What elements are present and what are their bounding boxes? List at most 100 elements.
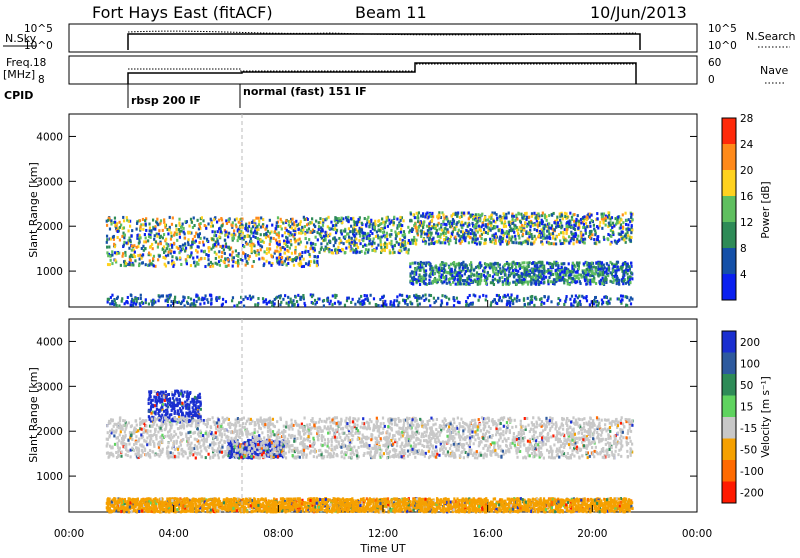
- power-echo-cell: [202, 219, 204, 222]
- power-echo-cell: [195, 294, 197, 297]
- power-echo-cell: [306, 223, 308, 226]
- power-echo-cell: [464, 222, 466, 225]
- power-echo-cell: [218, 260, 220, 263]
- power-echo-cell: [433, 278, 435, 281]
- power-echo-cell: [244, 235, 246, 238]
- power-echo-cell: [475, 238, 477, 241]
- power-echo-cell: [269, 232, 271, 235]
- power-echo-cell: [119, 226, 121, 229]
- power-echo-cell: [425, 297, 427, 300]
- power-echo-cell: [281, 256, 283, 259]
- power-echo-cell: [443, 238, 445, 241]
- power-echo-cell: [559, 219, 561, 222]
- power-echo-cell: [106, 238, 108, 241]
- power-echo-cell: [465, 229, 467, 232]
- power-echo-cell: [589, 283, 591, 286]
- power-echo-cell: [129, 258, 131, 261]
- power-echo-cell: [318, 221, 320, 224]
- velocity-echo-cell: [173, 407, 175, 410]
- power-echo-cell: [492, 238, 494, 241]
- velocity-echo-cell: [148, 410, 150, 413]
- power-echo-cell: [233, 256, 235, 259]
- power-echo-cell: [130, 293, 132, 296]
- power-echo-cell: [338, 219, 340, 222]
- power-echo-cell: [462, 279, 464, 282]
- power-echo-cell: [550, 227, 552, 230]
- power-echo-cell: [210, 303, 212, 306]
- power-echo-cell: [409, 262, 411, 265]
- power-echo-cell: [236, 304, 238, 307]
- velocity-echo-cell: [168, 416, 170, 419]
- power-echo-cell: [418, 211, 420, 214]
- power-echo-cell: [348, 242, 350, 245]
- power-echo-cell: [211, 221, 213, 224]
- power-echo-cell: [293, 264, 295, 267]
- power-echo-cell: [572, 277, 574, 280]
- power-echo-cell: [540, 303, 542, 306]
- power-echo-cell: [630, 262, 632, 265]
- power-echo-cell: [334, 216, 336, 219]
- power-echo-cell: [483, 270, 485, 273]
- power-echo-cell: [494, 262, 496, 265]
- power-echo-cell: [170, 304, 172, 307]
- power-echo-cell: [617, 261, 619, 264]
- velocity-echo-cell: [211, 416, 213, 419]
- power-echo-cell: [616, 221, 618, 224]
- power-echo-cell: [386, 246, 388, 249]
- velocity-echo-cell: [167, 405, 169, 408]
- power-echo-cell: [187, 243, 189, 246]
- power-echo-cell: [157, 258, 159, 261]
- velocity-echo-cell: [306, 424, 308, 427]
- power-echo-cell: [257, 303, 259, 306]
- power-echo-cell: [586, 225, 588, 228]
- power-echo-cell: [483, 228, 485, 231]
- velocity-echo-cell: [591, 446, 593, 449]
- power-echo-cell: [420, 229, 422, 232]
- power-echo-cell: [166, 295, 168, 298]
- power-echo-cell: [233, 305, 235, 308]
- power-echo-cell: [219, 264, 221, 267]
- power-echo-cell: [440, 263, 442, 266]
- power-echo-cell: [204, 250, 206, 253]
- power-echo-cell: [170, 294, 172, 297]
- power-echo-cell: [565, 212, 567, 215]
- power-echo-cell: [278, 240, 280, 243]
- power-echo-cell: [300, 241, 302, 244]
- power-echo-cell: [462, 230, 464, 233]
- power-echo-cell: [608, 211, 610, 214]
- velocity-echo-cell: [196, 400, 198, 403]
- power-echo-cell: [266, 225, 268, 228]
- power-echo-cell: [297, 304, 299, 307]
- power-echo-cell: [526, 274, 528, 277]
- power-echo-cell: [129, 255, 131, 258]
- velocity-echo-cell: [536, 436, 538, 439]
- power-echo-cell: [151, 243, 153, 246]
- power-echo-cell: [534, 223, 536, 226]
- velocity-echo-cell: [230, 454, 232, 457]
- power-echo-cell: [285, 219, 287, 222]
- power-echo-cell: [139, 302, 141, 305]
- power-echo-cell: [111, 254, 113, 257]
- power-echo-cell: [229, 253, 231, 256]
- power-echo-cell: [305, 237, 307, 240]
- power-echo-cell: [521, 217, 523, 220]
- velocity-echo-cell: [453, 421, 455, 424]
- power-echo-cell: [543, 233, 545, 236]
- power-echo-cell: [322, 224, 324, 227]
- power-echo-cell: [574, 235, 576, 238]
- power-echo-cell: [123, 236, 125, 239]
- power-echo-cell: [598, 302, 600, 305]
- power-echo-cell: [609, 271, 611, 274]
- power-echo-cell: [164, 257, 166, 260]
- power-echo-cell: [605, 224, 607, 227]
- velocity-echo-cell: [165, 390, 167, 393]
- power-echo-cell: [319, 217, 321, 220]
- power-echo-cell: [286, 237, 288, 240]
- power-echo-cell: [259, 238, 261, 241]
- power-echo-cell: [622, 263, 624, 266]
- power-echo-cell: [290, 243, 292, 246]
- power-echo-cell: [195, 300, 197, 303]
- power-echo-cell: [142, 218, 144, 221]
